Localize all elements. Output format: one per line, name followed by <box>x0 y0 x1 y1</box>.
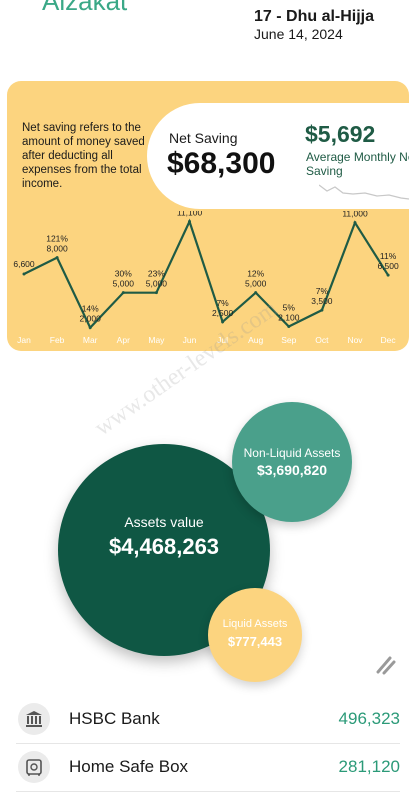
data-point <box>121 291 125 295</box>
month-label: Feb <box>50 335 65 345</box>
month-label: May <box>148 335 165 345</box>
data-point <box>154 291 158 295</box>
data-point <box>221 320 225 324</box>
net-saving-card[interactable]: Net saving refers to the amount of money… <box>7 81 409 351</box>
percent-label: 23% <box>148 269 165 279</box>
account-name: HSBC Bank <box>69 709 160 728</box>
net-saving-panel: Net Saving $68,300 $5,692 Average Monthl… <box>147 103 409 209</box>
edit-pencil-icon[interactable] <box>374 652 398 676</box>
value-label: 5,000 <box>146 279 168 289</box>
value-label: 5,000 <box>245 279 267 289</box>
month-label: Jan <box>17 335 31 345</box>
liquid-assets-label: Liquid Assets <box>222 618 288 630</box>
month-label: Aug <box>248 335 263 345</box>
data-point <box>55 256 59 260</box>
percent-label: 12% <box>247 269 264 279</box>
assets-value-label: Assets value <box>124 514 204 530</box>
percent-label: 121% <box>46 234 68 244</box>
average-monthly-label: Average Monthly Net Saving <box>306 150 409 178</box>
sparkline-decoration <box>319 184 409 200</box>
safe-icon <box>18 751 50 783</box>
month-label: Oct <box>315 335 329 345</box>
data-point <box>88 326 92 330</box>
value-label: 5,000 <box>113 279 135 289</box>
data-point <box>22 272 26 276</box>
month-label: Apr <box>117 335 130 345</box>
account-amount: 281,120 <box>338 757 400 776</box>
data-point <box>353 221 357 225</box>
data-point <box>188 220 191 223</box>
value-label: 8,000 <box>46 244 68 254</box>
monthly-saving-chart: 6,600Jan8,000121%Feb2,00014%Mar5,00030%A… <box>13 211 399 345</box>
net-saving-label: Net Saving <box>169 130 238 146</box>
non-liquid-assets-label: Non-Liquid Assets <box>243 446 341 460</box>
month-label: Sep <box>281 335 296 345</box>
data-point <box>287 325 291 328</box>
savings-line <box>23 218 390 330</box>
percent-label: 5% <box>283 303 296 313</box>
account-row-hsbc[interactable]: HSBC Bank 496,323 <box>16 696 400 744</box>
percent-label: 11% <box>380 251 397 261</box>
percent-label: 30% <box>115 269 132 279</box>
net-saving-description: Net saving refers to the amount of money… <box>22 122 145 190</box>
bank-icon <box>18 703 50 735</box>
value-label: 11,100 <box>177 211 203 218</box>
data-point <box>386 273 390 277</box>
data-point <box>254 291 258 295</box>
non-liquid-assets-amount: $3,690,820 <box>256 462 328 478</box>
value-label: 6,600 <box>13 259 35 269</box>
hijri-date: 17 - Dhu al-Hijja <box>254 8 375 25</box>
value-label: 2,500 <box>212 308 234 318</box>
value-label: 2,000 <box>80 314 102 324</box>
app-title: Alzakat <box>42 0 128 16</box>
value-label: 6,500 <box>377 261 399 271</box>
liquid-assets-amount: $777,443 <box>227 634 283 649</box>
value-label: 11,000 <box>342 211 368 219</box>
month-label: Mar <box>83 335 98 345</box>
percent-label: 7% <box>316 286 329 296</box>
percent-label: 14% <box>82 304 99 314</box>
net-saving-value: $68,300 <box>167 147 276 180</box>
liquid-assets-bubble[interactable]: Liquid Assets $777,443 <box>208 588 302 682</box>
percent-label: 7% <box>216 298 229 308</box>
value-label: 2,100 <box>278 313 300 323</box>
account-amount: 496,323 <box>338 709 400 728</box>
month-label: Jun <box>183 335 197 345</box>
account-name: Home Safe Box <box>69 757 189 776</box>
accounts-list: HSBC Bank 496,323 Home Safe Box 281,120 <box>0 696 416 792</box>
non-liquid-assets-bubble[interactable]: Non-Liquid Assets $3,690,820 <box>232 402 352 522</box>
month-label: Jul <box>217 335 228 345</box>
account-row-safe-box[interactable]: Home Safe Box 281,120 <box>16 744 400 792</box>
average-monthly-value: $5,692 <box>305 121 376 147</box>
month-label: Dec <box>381 335 397 345</box>
data-point <box>320 308 324 312</box>
assets-value-amount: $4,468,263 <box>108 534 220 559</box>
value-label: 3,500 <box>311 296 333 306</box>
month-label: Nov <box>347 335 363 345</box>
gregorian-date: June 14, 2024 <box>254 26 343 42</box>
